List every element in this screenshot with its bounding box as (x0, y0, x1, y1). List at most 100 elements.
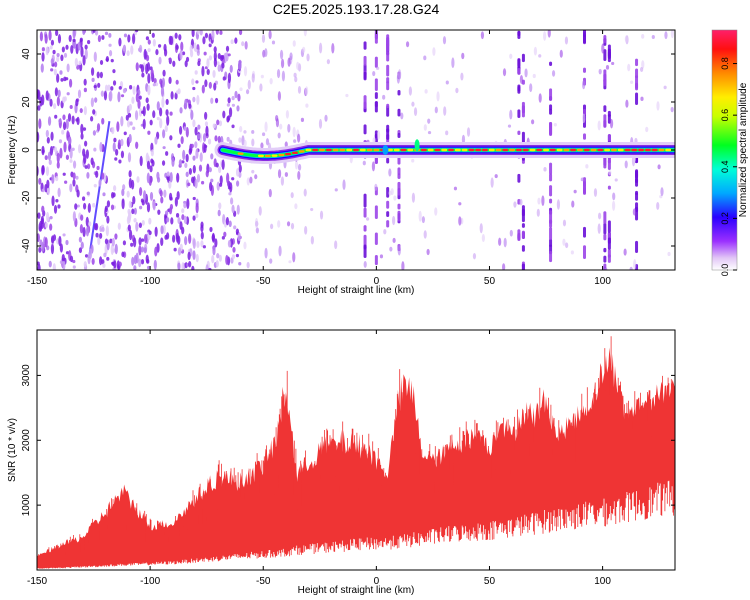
spectrogram-y-tick-label: 40 (21, 48, 32, 60)
spectrogram-cell (212, 246, 216, 256)
spectrogram-streak (607, 114, 611, 124)
spectrogram-cell (114, 243, 118, 255)
spectrogram-cell (128, 170, 132, 178)
ridge-peak (543, 148, 550, 152)
spectrogram-cell (265, 138, 270, 146)
colorbar-tick-label: 0.0 (720, 264, 730, 277)
spectrogram-cell (284, 172, 288, 177)
spectrogram-cell (209, 181, 213, 192)
spectrogram-cell (503, 237, 507, 248)
spectrogram-cell (82, 127, 87, 131)
ridge-peak (631, 148, 638, 152)
spectrogram-cell (128, 200, 132, 209)
spectrogram-cell (152, 110, 156, 119)
spectrogram-streak (363, 55, 367, 66)
ridge-peak (278, 153, 285, 157)
spectrogram-cell (95, 170, 99, 179)
spectrogram-streak (635, 58, 639, 67)
spectrogram-cell (72, 259, 76, 264)
spectrogram-streak (549, 227, 553, 240)
spectrogram-cell (461, 134, 466, 145)
spectrogram-cell (490, 177, 494, 188)
spectrogram-cell (168, 180, 172, 189)
spectrogram-cell (509, 229, 513, 237)
spectrogram-cell (543, 166, 547, 172)
spectrogram-cell (171, 157, 175, 168)
spectrogram-cell (217, 209, 221, 217)
spectrogram-cell (143, 48, 147, 60)
spectrogram-cell (111, 237, 115, 247)
spectrogram-cell (664, 31, 668, 40)
spectrogram-cell (183, 215, 188, 224)
spectrogram-cell (562, 238, 566, 246)
spectrogram-cell (271, 40, 276, 45)
spectrogram-cell (87, 253, 91, 265)
spectrogram-cell (104, 205, 108, 213)
spectrogram-cell (234, 37, 238, 44)
spectrogram-cell (139, 64, 143, 69)
spectrogram-cell (118, 37, 122, 47)
spectrogram-cell (60, 77, 64, 82)
spectrogram-y-tick-label: 20 (21, 96, 32, 108)
spectrogram-cell (84, 44, 88, 50)
spectrogram-cell (268, 188, 272, 198)
spectrogram-cell (146, 202, 151, 213)
spectrogram-cell (229, 64, 233, 73)
spectrogram-cell (59, 70, 63, 75)
spectrogram-x-axis-label: Height of straight line (km) (298, 285, 415, 296)
spectrogram-cell (72, 178, 76, 187)
spectrogram-cell (45, 166, 50, 177)
spectrogram-cell (133, 207, 137, 215)
spectrogram-cell (163, 189, 167, 198)
spectrogram-cell (221, 62, 225, 69)
spectrogram-cell (221, 159, 225, 170)
spectrogram-cell (149, 165, 153, 173)
ridge-peak (624, 148, 631, 152)
spectrogram-cell (54, 61, 58, 68)
spectrogram-cell (45, 90, 49, 101)
spectrogram-cell (166, 171, 170, 177)
spectrogram-cell (84, 254, 89, 258)
ridge-peak (346, 148, 353, 152)
spectrogram-cell (200, 221, 204, 229)
spectrogram-streak (549, 185, 553, 197)
spectrogram-cell (37, 233, 40, 243)
ridge-peak (386, 148, 393, 152)
spectrogram-streak (397, 210, 401, 222)
spectrogram-cell (63, 52, 68, 58)
spectrogram-cell (48, 30, 52, 41)
spectrogram-cell (140, 246, 145, 253)
spectrogram-cell (551, 70, 556, 77)
spectrogram-cell (494, 174, 498, 179)
spectrogram-cell (249, 176, 253, 184)
spectrogram-cell (547, 30, 551, 38)
spectrogram-cell (188, 103, 192, 109)
spectrogram-cell (207, 138, 212, 145)
snr-x-tick-label: -150 (27, 576, 47, 587)
spectrogram-cell (122, 88, 127, 94)
spectrogram-cell (216, 253, 220, 259)
spectrogram-cell (196, 240, 200, 249)
spectrogram-cell (58, 118, 62, 124)
spectrogram-cell (135, 62, 139, 72)
spectrogram-cell (254, 174, 258, 180)
spectrogram-cell (279, 123, 283, 130)
spectrogram-cell (120, 116, 124, 127)
spectrogram-cell (222, 110, 226, 119)
spectrogram-cell (186, 198, 190, 210)
spectrogram-cell (152, 38, 156, 47)
spectrogram-cell (215, 30, 219, 35)
spectrogram-cell (103, 90, 108, 101)
spectrogram-cell (238, 30, 243, 36)
snr-y-tick-label: 1000 (21, 494, 32, 517)
spectrogram-streak (603, 73, 607, 86)
spectrogram-cell (127, 34, 131, 43)
spectrogram-cell (79, 223, 84, 234)
spectrogram-streak (386, 157, 390, 164)
spectrogram-cell (48, 159, 52, 165)
spectrogram-cell (211, 30, 215, 41)
ridge-peak (359, 148, 366, 152)
spectrogram-cell (102, 263, 106, 268)
spectrogram-cell (138, 237, 142, 246)
spectrogram-cell (405, 41, 410, 48)
